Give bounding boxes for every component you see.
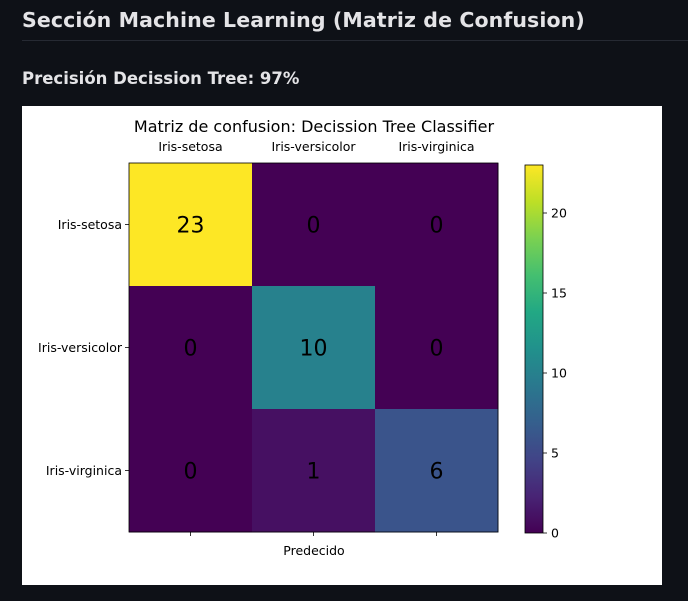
heatmap-cell xyxy=(129,286,253,410)
section-divider xyxy=(22,40,688,41)
confusion-matrix-chart: Matriz de confusion: Decission Tree Clas… xyxy=(38,117,567,558)
cell-value-label: 0 xyxy=(430,337,444,362)
cell-value-label: 0 xyxy=(307,214,321,239)
heatmap-cell xyxy=(252,409,376,533)
y-tick-label: Iris-virginica xyxy=(46,463,122,478)
x-tick-label: Iris-setosa xyxy=(158,139,222,154)
heatmap-cell xyxy=(129,409,253,533)
colorbar-tick-label: 10 xyxy=(551,366,567,381)
colorbar-tick-label: 20 xyxy=(551,206,567,221)
heatmap-cell xyxy=(129,163,253,287)
section-title: Sección Machine Learning (Matriz de Conf… xyxy=(22,8,585,32)
heatmap-cell xyxy=(252,286,376,410)
cell-value-label: 23 xyxy=(177,214,205,239)
cell-value-label: 0 xyxy=(184,460,198,485)
x-axis-label: Predecido xyxy=(283,543,344,558)
heatmap-cell xyxy=(375,286,499,410)
cell-value-label: 1 xyxy=(307,460,321,485)
y-tick-label: Iris-versicolor xyxy=(38,340,123,355)
heatmap-cell xyxy=(375,409,499,533)
colorbar-tick-label: 0 xyxy=(551,526,559,541)
chart-title: Matriz de confusion: Decission Tree Clas… xyxy=(134,117,495,136)
colorbar xyxy=(524,164,544,534)
cell-value-label: 6 xyxy=(430,460,444,485)
heatmap-cell xyxy=(252,163,376,287)
y-tick-label: Iris-setosa xyxy=(58,217,122,232)
cell-value-label: 0 xyxy=(184,337,198,362)
confusion-matrix-figure: Matriz de confusion: Decission Tree Clas… xyxy=(22,106,662,585)
x-tick-label: Iris-virginica xyxy=(398,139,474,154)
x-tick-label: Iris-versicolor xyxy=(272,139,357,154)
cell-value-label: 0 xyxy=(430,214,444,239)
colorbar-tick-label: 15 xyxy=(551,286,567,301)
colorbar-tick-label: 5 xyxy=(551,446,559,461)
accuracy-subheader: Precisión Decission Tree: 97% xyxy=(22,69,300,88)
heatmap-cell xyxy=(375,163,499,287)
cell-value-label: 10 xyxy=(300,337,328,362)
